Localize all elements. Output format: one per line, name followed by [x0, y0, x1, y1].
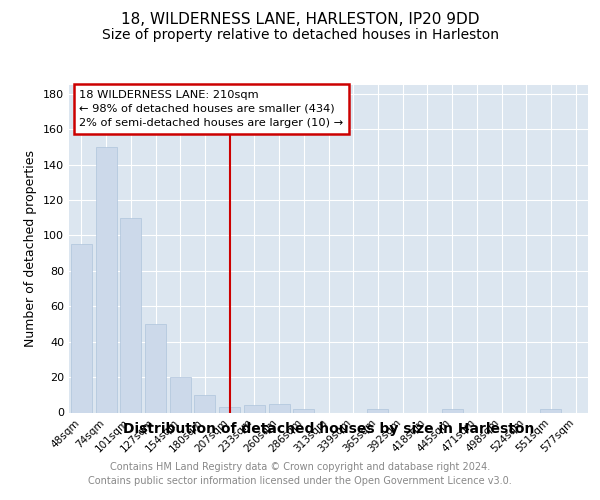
Text: 18 WILDERNESS LANE: 210sqm
← 98% of detached houses are smaller (434)
2% of semi: 18 WILDERNESS LANE: 210sqm ← 98% of deta… [79, 90, 344, 128]
Bar [219, 407, 240, 412]
Bar [71, 244, 92, 412]
Bar [244, 406, 265, 412]
Bar [145, 324, 166, 412]
Text: 18, WILDERNESS LANE, HARLESTON, IP20 9DD: 18, WILDERNESS LANE, HARLESTON, IP20 9DD [121, 12, 479, 28]
Bar [367, 409, 388, 412]
Bar [293, 409, 314, 412]
Bar [541, 409, 562, 412]
Bar [194, 395, 215, 412]
Text: Distribution of detached houses by size in Harleston: Distribution of detached houses by size … [123, 422, 535, 436]
Bar [170, 377, 191, 412]
Bar [269, 404, 290, 412]
Bar [442, 409, 463, 412]
Bar [95, 147, 116, 412]
Text: Contains HM Land Registry data © Crown copyright and database right 2024.
Contai: Contains HM Land Registry data © Crown c… [88, 462, 512, 486]
Bar [120, 218, 141, 412]
Text: Size of property relative to detached houses in Harleston: Size of property relative to detached ho… [101, 28, 499, 42]
Y-axis label: Number of detached properties: Number of detached properties [25, 150, 37, 347]
